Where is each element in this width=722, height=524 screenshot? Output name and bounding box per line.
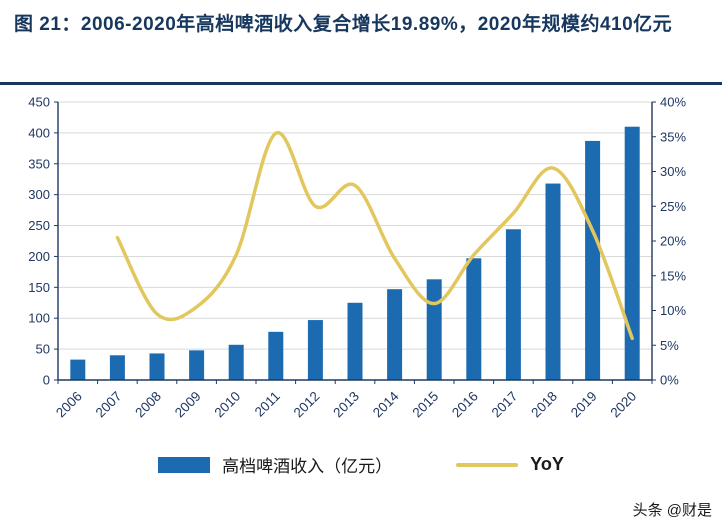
right-axis-label: 25% — [660, 199, 686, 214]
legend-item-revenue: 高档啤酒收入（亿元） — [158, 452, 392, 477]
bar-2008 — [149, 353, 165, 380]
x-axis-label: 2008 — [132, 389, 164, 421]
x-axis-label: 2009 — [172, 389, 204, 421]
right-axis-label: 40% — [660, 95, 686, 110]
bar-2020 — [624, 126, 640, 380]
x-axis-label: 2017 — [489, 389, 521, 421]
bar-2009 — [189, 350, 205, 380]
bar-2019 — [585, 140, 601, 380]
x-axis-label: 2014 — [370, 388, 402, 420]
left-axis-label: 450 — [28, 95, 50, 110]
figure-title: 图 21：2006-2020年高档啤酒收入复合增长19.89%，2020年规模约… — [14, 14, 673, 35]
bar-2018 — [545, 183, 561, 380]
title-divider — [0, 82, 722, 85]
chart-legend: 高档啤酒收入（亿元） YoY — [0, 452, 722, 477]
legend-item-yoy: YoY — [456, 454, 564, 475]
x-axis-label: 2007 — [93, 389, 125, 421]
bar-2010 — [228, 344, 244, 380]
bar-2006 — [70, 359, 86, 380]
left-axis-label: 350 — [28, 156, 50, 171]
bar-2012 — [307, 320, 323, 380]
left-axis-label: 250 — [28, 218, 50, 233]
right-axis-label: 15% — [660, 268, 686, 283]
left-axis-label: 50 — [36, 342, 50, 357]
right-axis-label: 5% — [660, 338, 679, 353]
bar-2014 — [387, 289, 403, 380]
legend-yoy-label: YoY — [530, 454, 564, 474]
right-axis-label: 20% — [660, 234, 686, 249]
x-axis-label: 2015 — [409, 389, 441, 421]
right-axis-label: 10% — [660, 303, 686, 318]
left-axis-label: 100 — [28, 311, 50, 326]
x-axis-label: 2006 — [53, 389, 85, 421]
revenue-swatch — [158, 456, 211, 473]
combo-chart: 0 50 100 150 200 250 300 350 400 450 0% 5% 10% 15% 20%… — [28, 95, 686, 421]
bar-2011 — [268, 331, 284, 380]
yoy-line-swatch — [456, 462, 519, 467]
x-axis-label: 2010 — [211, 389, 243, 421]
right-axis-label: 0% — [660, 373, 679, 388]
x-axis-label: 2019 — [568, 389, 600, 421]
x-axis-label: 2020 — [607, 389, 639, 421]
bar-2007 — [109, 355, 125, 380]
x-axis-label: 2013 — [330, 389, 362, 421]
left-axis-label: 0 — [43, 373, 50, 388]
bar-2017 — [505, 229, 521, 380]
x-axis-label: 2012 — [291, 389, 323, 421]
bar-2016 — [466, 258, 482, 380]
bar-2013 — [347, 302, 363, 380]
x-axis-label: 2016 — [449, 389, 481, 421]
watermark: 头条 @财是 — [632, 502, 712, 519]
yoy-line — [115, 131, 634, 341]
left-axis-label: 150 — [28, 280, 50, 295]
chart-area: 0 50 100 150 200 250 300 350 400 450 0% 5% 10% 15% 20%… — [12, 94, 706, 449]
bar-2015 — [426, 279, 442, 380]
left-axis-label: 400 — [28, 125, 50, 140]
left-axis-label: 200 — [28, 249, 50, 264]
x-axis-label: 2011 — [252, 389, 283, 420]
left-axis-label: 300 — [28, 187, 50, 202]
legend-revenue-label: 高档啤酒收入（亿元） — [222, 457, 393, 476]
x-axis-label: 2018 — [528, 389, 560, 421]
right-axis-label: 35% — [660, 129, 686, 144]
right-axis-label: 30% — [660, 164, 686, 179]
